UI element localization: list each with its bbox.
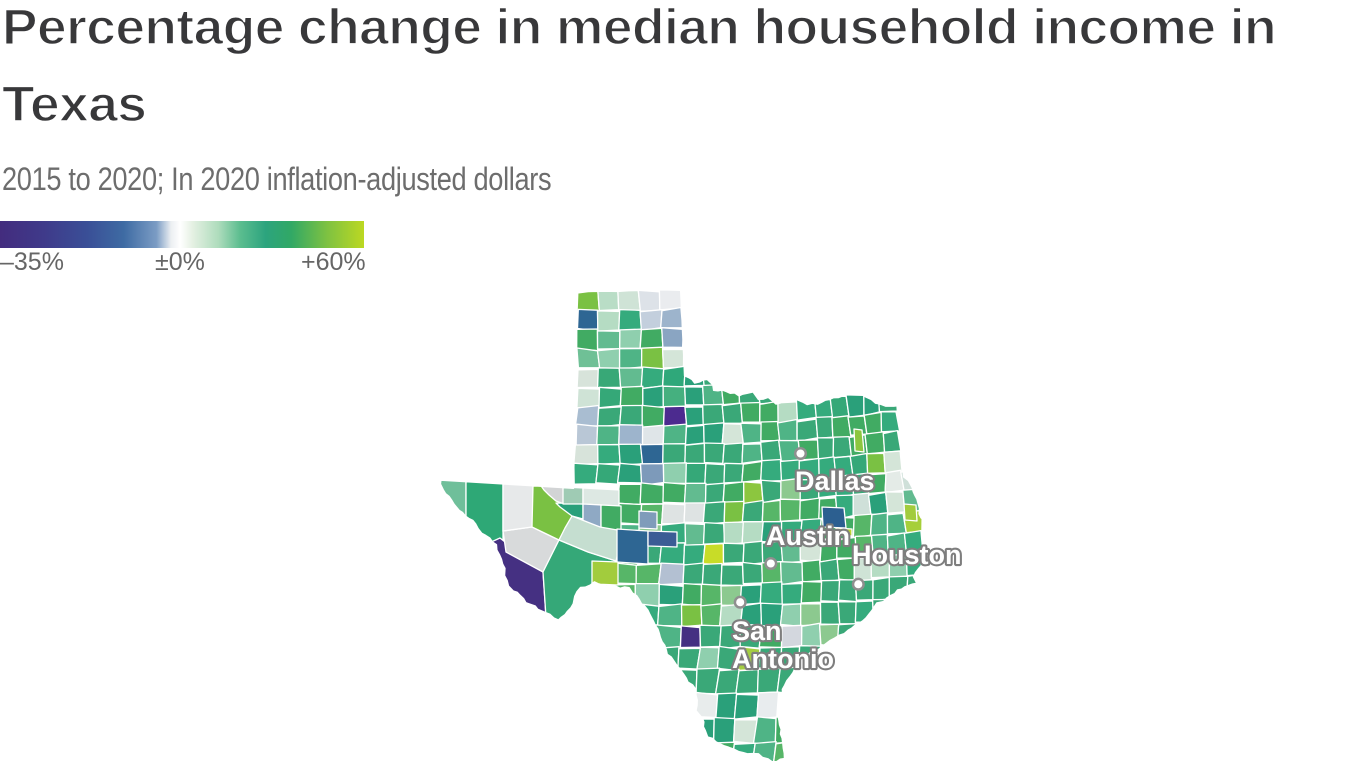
svg-text:Antonio: Antonio xyxy=(732,644,834,674)
svg-text:Houston: Houston xyxy=(852,540,961,570)
svg-text:Austin: Austin xyxy=(766,521,850,551)
svg-text:San: San xyxy=(732,616,782,646)
svg-text:Dallas: Dallas xyxy=(795,466,875,496)
